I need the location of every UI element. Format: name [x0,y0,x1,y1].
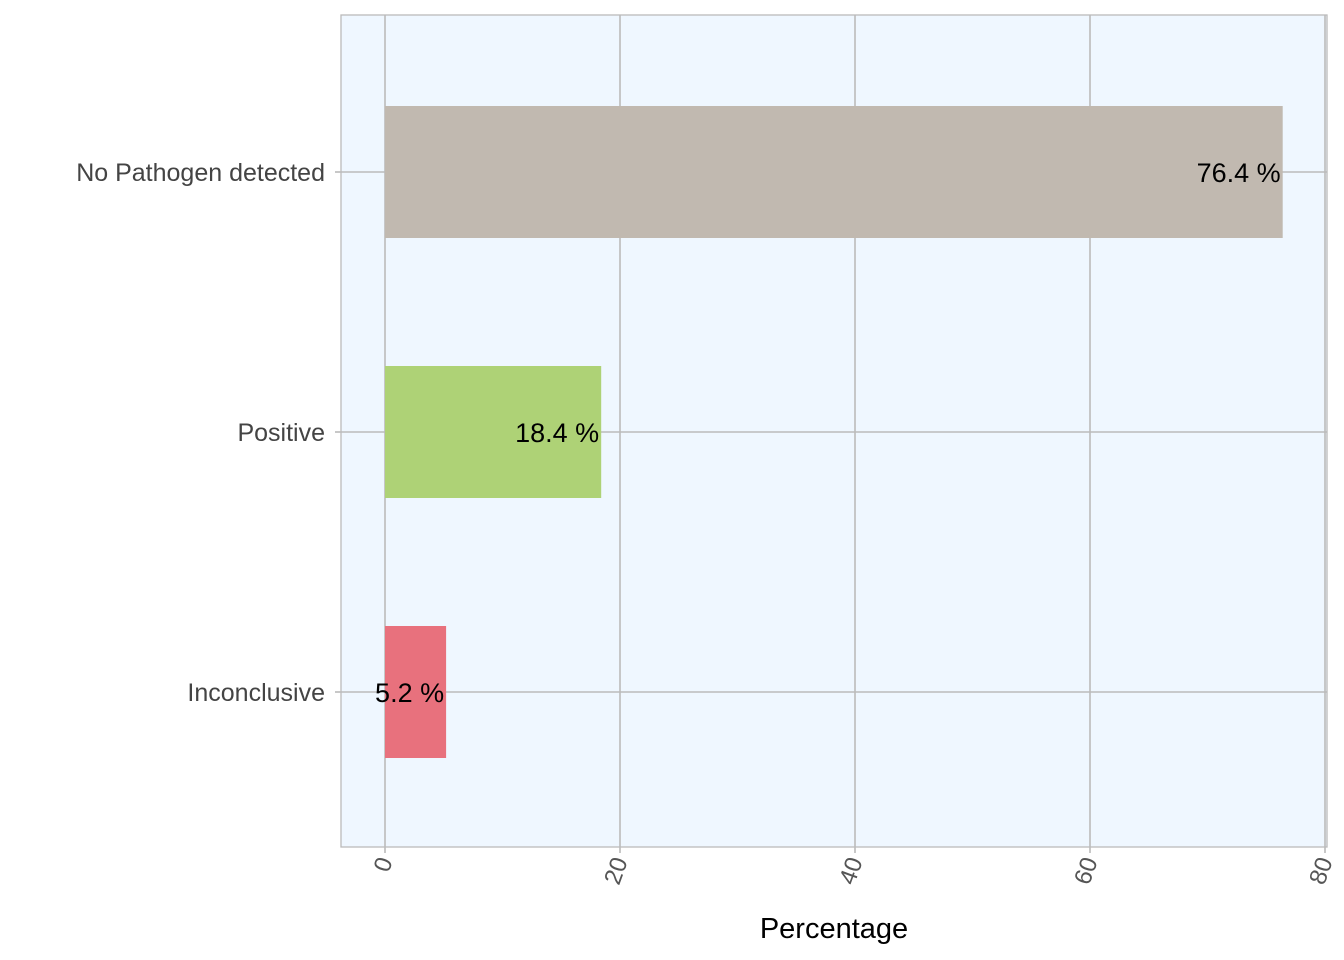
data-label-2: 5.2 % [375,678,444,708]
category-label-2: Inconclusive [187,679,325,707]
data-label-1: 18.4 % [515,418,599,448]
category-label-0: No Pathogen detected [76,159,325,187]
x-tick-label-1: 20 [599,854,634,888]
x-tick-label-2: 40 [834,854,869,888]
x-axis: 0 20 40 60 80 [369,847,1339,888]
x-tick-label-3: 60 [1069,854,1104,888]
y-axis: No Pathogen detected Positive Inconclusive [76,159,341,707]
bar-2 [385,626,447,758]
x-tick-label-4: 80 [1304,854,1339,888]
x-axis-title: Percentage [760,913,908,945]
data-labels: 76.4 % 18.4 % 5.2 % [375,158,1281,708]
bars [385,106,1283,758]
x-tick-label-0: 0 [369,854,399,876]
data-label-0: 76.4 % [1197,158,1281,188]
bar-0 [385,106,1283,238]
bar-1 [385,366,602,498]
category-label-1: Positive [237,419,325,447]
